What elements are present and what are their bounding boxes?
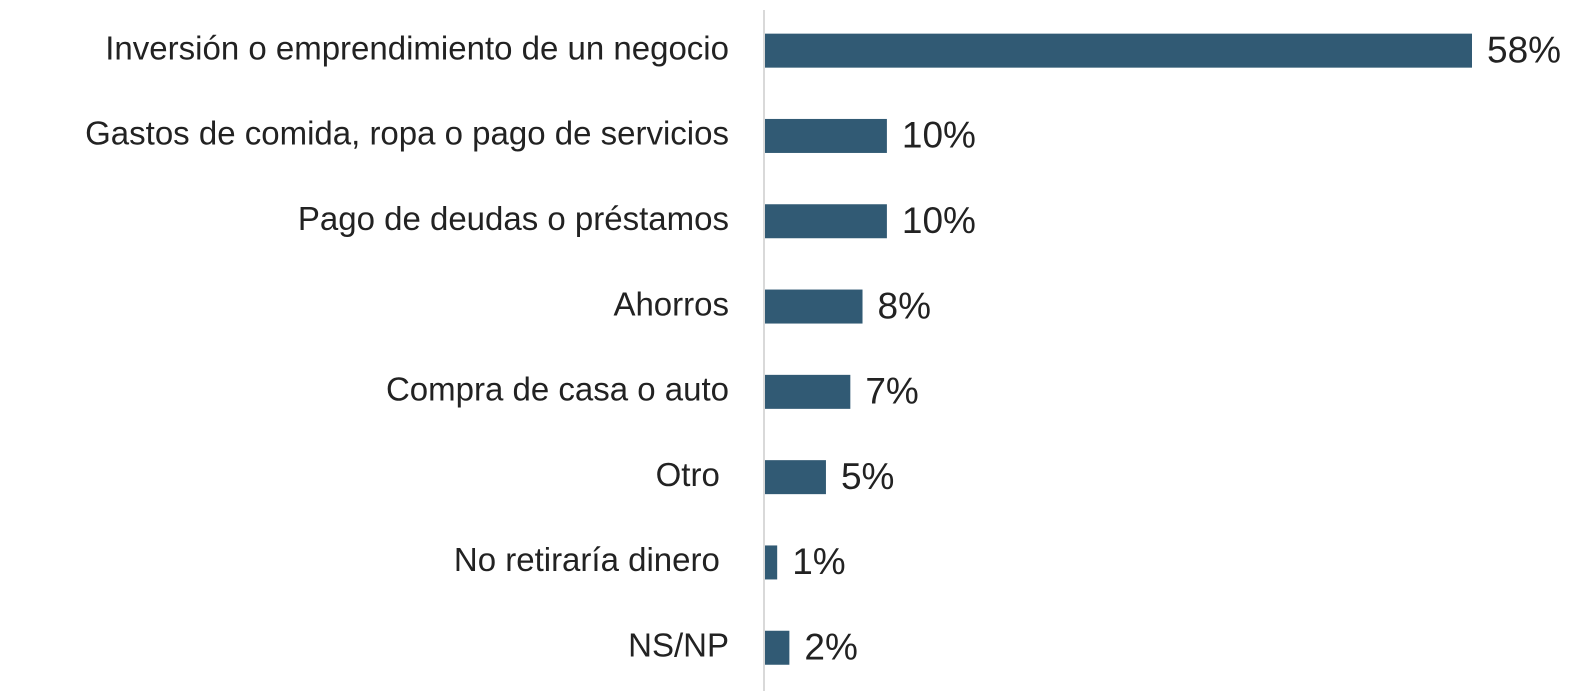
value-label: 5% <box>841 456 894 497</box>
bar <box>765 545 778 580</box>
bar <box>765 118 887 153</box>
category-label: No retiraría dinero <box>454 541 729 578</box>
bar <box>765 374 851 409</box>
category-label: NS/NP <box>628 626 729 663</box>
value-label: 10% <box>902 200 976 241</box>
value-label: 7% <box>865 371 918 412</box>
value-label: 8% <box>878 285 931 326</box>
bar <box>765 630 790 665</box>
bar <box>765 33 1472 68</box>
category-label: Gastos de comida, ropa o pago de servici… <box>85 115 729 152</box>
category-label: Ahorros <box>613 285 729 322</box>
category-label: Inversión o emprendimiento de un negocio <box>105 29 729 66</box>
category-label: Pago de deudas o préstamos <box>298 200 729 237</box>
bar <box>765 204 887 239</box>
category-label: Compra de casa o auto <box>386 371 729 408</box>
category-label: Otro <box>656 456 729 493</box>
value-label: 2% <box>804 627 857 668</box>
value-label: 10% <box>902 115 976 156</box>
value-label: 58% <box>1487 29 1561 70</box>
bar <box>765 460 826 495</box>
bar <box>765 289 863 324</box>
value-label: 1% <box>792 541 845 582</box>
